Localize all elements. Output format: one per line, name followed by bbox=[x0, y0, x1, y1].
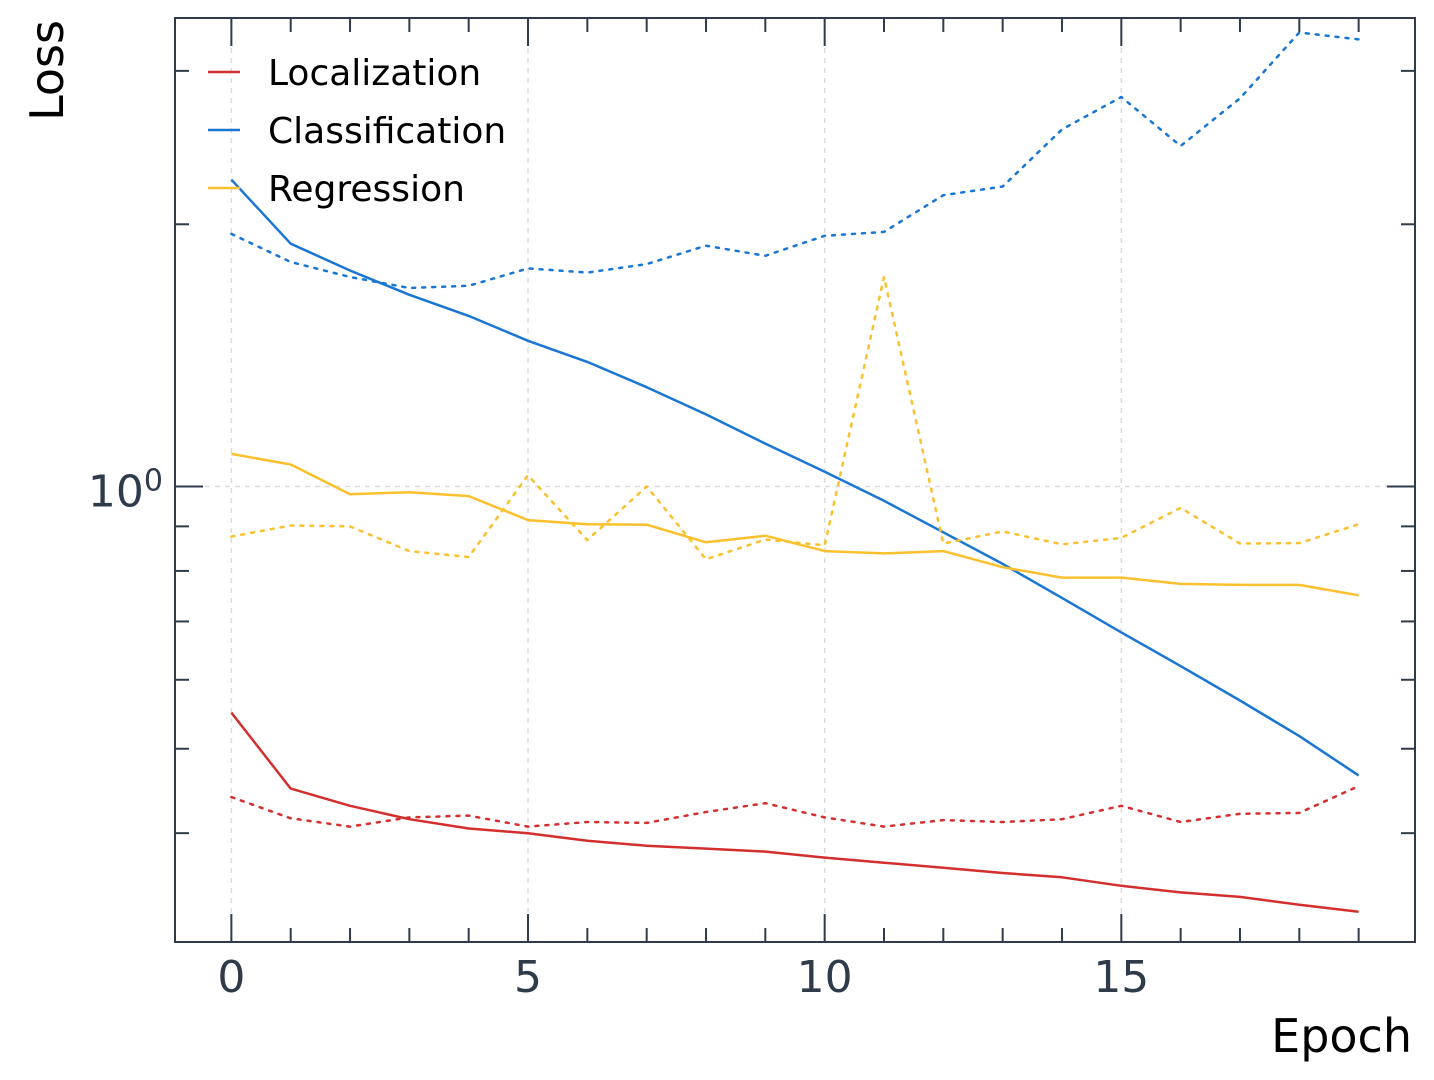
axis-tick-labels: 0 5 10 15 100 bbox=[88, 464, 1149, 1003]
plot-frame bbox=[174, 17, 1416, 943]
x-axis-title: Epoch bbox=[1271, 1009, 1412, 1063]
y-tick-label: 100 bbox=[88, 464, 163, 518]
x-tick-label: 10 bbox=[797, 952, 853, 1003]
legend-label-classification: Classification bbox=[268, 111, 506, 152]
x-tick-label: 0 bbox=[217, 952, 245, 1003]
localization-line bbox=[230, 711, 1359, 913]
unlabeled-dotted-line bbox=[230, 31, 1360, 290]
unlabeled-dotted-line bbox=[230, 275, 1360, 561]
x-tick-label: 15 bbox=[1093, 952, 1149, 1003]
series-lines bbox=[230, 31, 1360, 913]
regression-line bbox=[231, 452, 1359, 597]
legend-label-localization: Localization bbox=[268, 53, 481, 94]
legend: Localization Classification Regression bbox=[208, 53, 506, 210]
grid bbox=[175, 18, 1415, 942]
axis-ticks bbox=[175, 18, 1415, 942]
classification-line bbox=[230, 178, 1360, 777]
x-tick-label: 5 bbox=[514, 952, 542, 1003]
y-axis-title: Loss bbox=[20, 20, 74, 121]
unlabeled-dotted-line bbox=[230, 784, 1360, 828]
legend-label-regression: Regression bbox=[268, 169, 465, 210]
